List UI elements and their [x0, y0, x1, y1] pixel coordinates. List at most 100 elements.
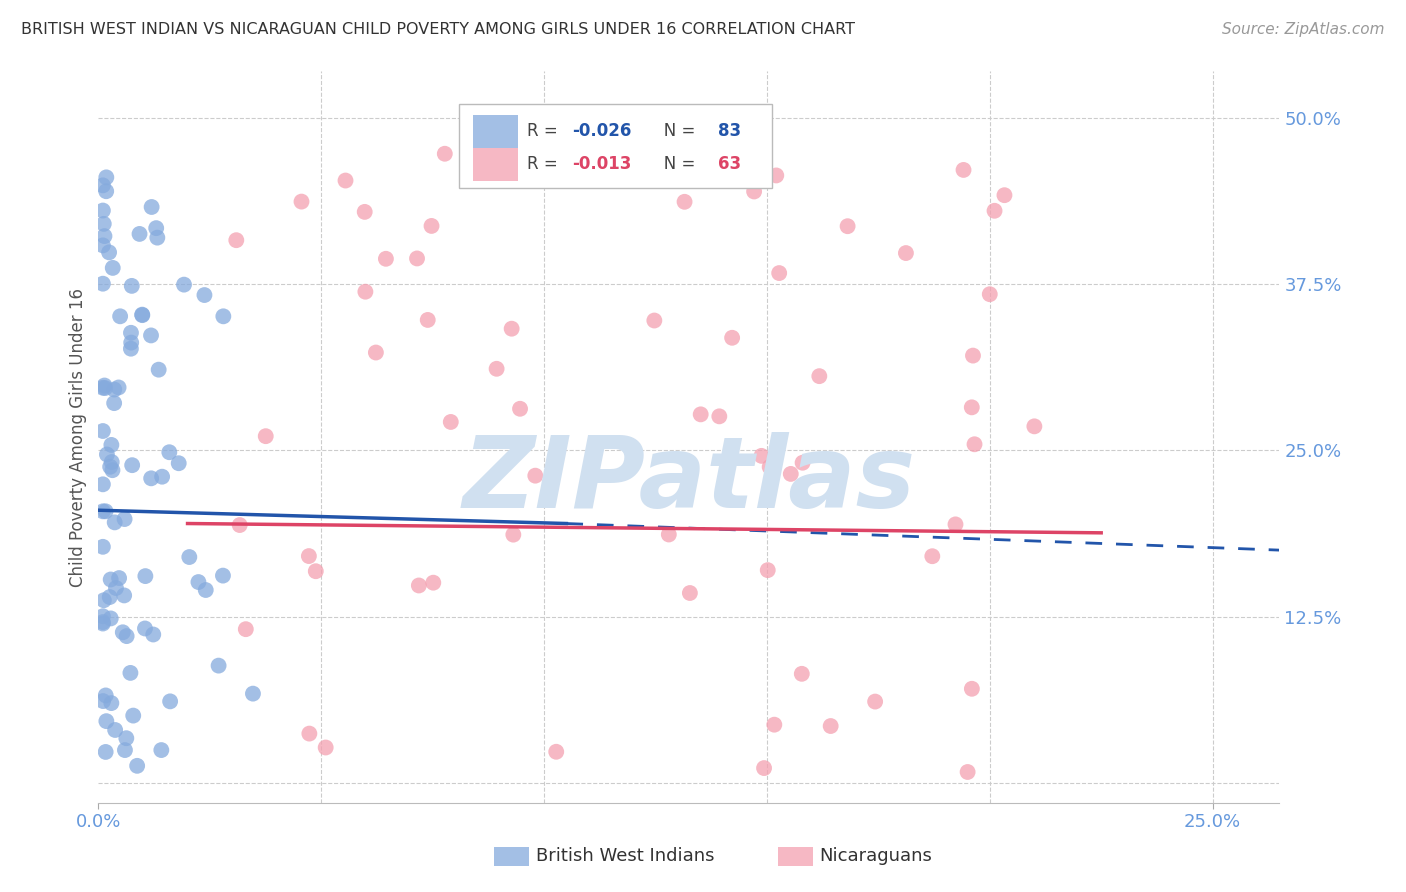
Point [100, 696, 122, 710]
Point [96, 714, 118, 728]
Point [91, 477, 114, 491]
Point [763, 717, 786, 731]
Point [120, 342, 142, 356]
Point [91, 381, 114, 395]
Point [91, 615, 114, 629]
Text: N =: N = [648, 155, 700, 173]
Point [689, 408, 711, 422]
Point [485, 361, 508, 376]
Point [150, 469, 173, 483]
Point [758, 460, 780, 475]
Text: British West Indians: British West Indians [536, 847, 714, 865]
Point [122, 708, 145, 723]
Point [315, 740, 337, 755]
Point [93, 378, 115, 392]
Point [141, 200, 163, 214]
Text: -0.026: -0.026 [572, 122, 631, 140]
Point [134, 569, 156, 583]
Point [108, 310, 131, 324]
Point [228, 518, 250, 533]
Point [952, 163, 974, 178]
Point [509, 401, 531, 416]
Point [212, 310, 235, 324]
Point [993, 188, 1015, 202]
Point [742, 185, 765, 199]
Text: Source: ZipAtlas.com: Source: ZipAtlas.com [1222, 22, 1385, 37]
Point [98, 590, 121, 604]
Y-axis label: Child Poverty Among Girls Under 16: Child Poverty Among Girls Under 16 [69, 287, 87, 587]
Point [157, 445, 180, 459]
Text: BRITISH WEST INDIAN VS NICARAGUAN CHILD POVERTY AMONG GIRLS UNDER 16 CORRELATION: BRITISH WEST INDIAN VS NICARAGUAN CHILD … [21, 22, 855, 37]
Point [148, 362, 170, 376]
Point [114, 512, 136, 526]
Point [93, 217, 115, 231]
Point [193, 288, 215, 302]
Point [142, 627, 165, 641]
Point [235, 622, 257, 636]
Point [335, 173, 357, 187]
Point [120, 326, 142, 340]
Point [128, 227, 150, 241]
Text: ZIPatlas: ZIPatlas [463, 433, 915, 530]
Point [94, 381, 117, 395]
Point [408, 578, 430, 592]
Point [921, 549, 943, 564]
Point [103, 396, 125, 410]
Point [540, 169, 562, 184]
Bar [472, 148, 517, 181]
Point [121, 458, 143, 473]
Point [104, 516, 127, 530]
Point [173, 277, 195, 292]
Point [179, 549, 201, 564]
Point [945, 517, 967, 532]
Point [100, 611, 122, 625]
Point [422, 575, 444, 590]
Point [721, 331, 744, 345]
Point [863, 695, 886, 709]
Point [962, 349, 984, 363]
Point [679, 586, 702, 600]
Point [91, 178, 114, 193]
Point [104, 723, 127, 737]
Point [98, 245, 121, 260]
Text: Nicaraguans: Nicaraguans [820, 847, 932, 865]
Point [91, 694, 114, 708]
Point [207, 658, 229, 673]
Point [305, 564, 328, 578]
Point [150, 743, 173, 757]
Point [91, 203, 114, 218]
Point [91, 616, 114, 631]
Point [131, 308, 153, 322]
Point [765, 169, 787, 183]
Point [121, 278, 143, 293]
Point [94, 504, 117, 518]
Point [416, 313, 439, 327]
Point [752, 761, 775, 775]
Point [112, 589, 135, 603]
Point [298, 726, 321, 740]
Point [94, 689, 117, 703]
Point [546, 745, 568, 759]
Point [145, 221, 167, 235]
Point [524, 468, 547, 483]
Point [93, 229, 115, 244]
Point [658, 527, 681, 541]
Point [364, 345, 387, 359]
Point [894, 246, 917, 260]
Point [440, 415, 463, 429]
Point [94, 745, 117, 759]
Point [963, 437, 986, 451]
Point [354, 285, 377, 299]
Point [709, 409, 731, 424]
Point [790, 666, 813, 681]
Text: -0.013: -0.013 [572, 155, 631, 173]
Text: 63: 63 [718, 155, 741, 173]
Point [96, 184, 118, 198]
Point [768, 266, 790, 280]
Point [103, 383, 125, 397]
Text: R =: R = [527, 155, 564, 173]
Point [225, 233, 247, 247]
Point [254, 429, 277, 443]
Point [91, 609, 114, 624]
Point [756, 563, 779, 577]
